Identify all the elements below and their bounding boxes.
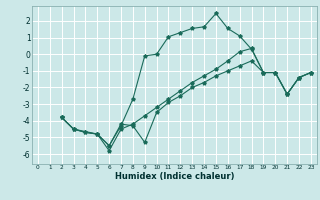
X-axis label: Humidex (Indice chaleur): Humidex (Indice chaleur)	[115, 172, 234, 181]
